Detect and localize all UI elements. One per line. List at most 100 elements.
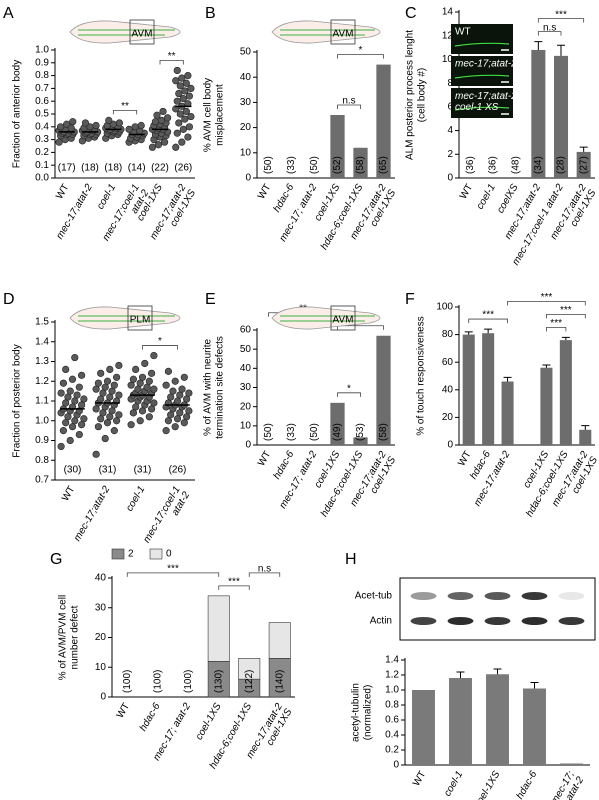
error-bar: [530, 682, 539, 689]
y-axis-label: % AVM cell body: [203, 78, 214, 152]
x-tick-label: WT: [54, 182, 71, 201]
region-box: [129, 19, 155, 45]
inset-neuron: [454, 106, 510, 111]
data-point: [57, 442, 65, 451]
blot-frame: [399, 577, 596, 641]
y-tick-label: 40: [240, 363, 252, 374]
data-point: [125, 125, 133, 133]
data-point: [181, 87, 189, 95]
significance-label: ***: [560, 305, 572, 316]
x-tick-label: coel-1XS: [473, 769, 503, 800]
y-tick-label: 50: [240, 47, 252, 58]
legend-label: 0: [166, 549, 172, 560]
data-point: [163, 114, 172, 122]
data-point: [112, 417, 121, 425]
region-label: AVM: [333, 315, 354, 326]
neuron: [78, 29, 175, 36]
y-axis-label: (cell body #): [417, 68, 428, 122]
n-label: (122): [244, 670, 255, 693]
y-axis-label: acetyl-tubulin: [351, 683, 362, 742]
data-point: [106, 393, 114, 401]
significance-bracket: [337, 325, 384, 330]
y-tick-label: 30: [240, 382, 252, 393]
significance-bracket: [248, 572, 281, 577]
data-point: [103, 377, 112, 385]
data-point: [145, 413, 153, 421]
data-point: [66, 387, 74, 395]
inset-neuron: [454, 42, 510, 47]
bar: [559, 340, 572, 445]
data-point: [137, 121, 145, 130]
data-point: [129, 409, 137, 417]
x-tick-label: mec-17;atat-2: [72, 484, 113, 543]
significance-bracket: [507, 300, 586, 306]
data-point: [187, 84, 195, 92]
y-axis-label: Fraction of posterior body: [12, 344, 23, 457]
data-point: [180, 373, 188, 381]
error-bar: [503, 376, 512, 382]
x-tick-label: coel-1: [442, 769, 465, 798]
significance-label: ***: [228, 576, 240, 587]
y-axis-label: misplacement: [215, 84, 226, 146]
n-label: (31): [134, 465, 152, 476]
data-point: [157, 116, 166, 124]
inset-label: mec-17;atat-2: [455, 59, 517, 70]
data-point: [162, 381, 170, 389]
data-point: [154, 141, 163, 149]
data-point: [150, 399, 158, 407]
y-tick-label: 50: [240, 344, 252, 355]
n-label: (27): [578, 156, 589, 174]
data-point: [59, 379, 68, 387]
n-label: (36): [488, 156, 499, 174]
data-point: [66, 436, 74, 445]
data-point: [63, 120, 71, 128]
data-point: [56, 123, 65, 131]
n-label: (50): [309, 156, 320, 174]
worm-outline: [271, 20, 381, 44]
data-point: [162, 427, 170, 435]
y-tick-label: 40: [240, 72, 252, 83]
data-point: [145, 377, 153, 385]
n-label: (50): [263, 156, 274, 174]
data-point: [173, 97, 181, 105]
y-tick-label: 1.4: [35, 336, 49, 347]
n-label: (58): [378, 423, 389, 441]
x-tick-label: hdac-6: [272, 449, 297, 481]
inset-neuron: [454, 74, 510, 79]
data-point: [68, 423, 77, 431]
y-tick-label: 100: [436, 302, 453, 313]
n-label: (65): [378, 156, 389, 174]
significance-bracket: [126, 572, 220, 577]
x-tick-label: coel-1XS: [194, 701, 224, 742]
data-point: [81, 119, 90, 127]
bar: [330, 115, 345, 178]
error-bar: [542, 364, 551, 368]
bar: [412, 690, 435, 765]
data-point: [178, 385, 186, 393]
y-tick-label: 20: [95, 632, 107, 643]
y-tick-label: 20: [240, 401, 252, 412]
n-label: (26): [174, 163, 192, 174]
error-bar: [484, 328, 493, 334]
n-label: (58): [355, 156, 366, 174]
panel: D 0.7 0.8 0.9 1.0 1.1 1.2 1.3 1.4 1.5 Fraction of …: [3, 291, 195, 545]
n-label: (100): [122, 670, 133, 693]
data-point: [77, 371, 86, 379]
data-point: [73, 391, 81, 399]
data-point: [71, 417, 79, 425]
y-tick-label: 40: [95, 573, 107, 584]
legend-swatch: [111, 548, 125, 560]
legend-swatch: [149, 548, 163, 560]
region-box: [330, 305, 356, 331]
panel: B 0 10 20 30 40 50 % AVM cell body misplacement W…: [203, 5, 398, 252]
data-point: [110, 381, 118, 389]
data-point: [176, 82, 184, 90]
data-point: [97, 415, 105, 423]
y-tick-label: 10: [95, 662, 107, 673]
panel-label: G: [50, 551, 62, 568]
legend-label: 2: [128, 549, 134, 560]
data-point: [171, 423, 179, 431]
bar: [540, 367, 553, 445]
x-tick-label: mec-17;atat-2: [549, 769, 586, 800]
blot-band: [521, 617, 548, 625]
